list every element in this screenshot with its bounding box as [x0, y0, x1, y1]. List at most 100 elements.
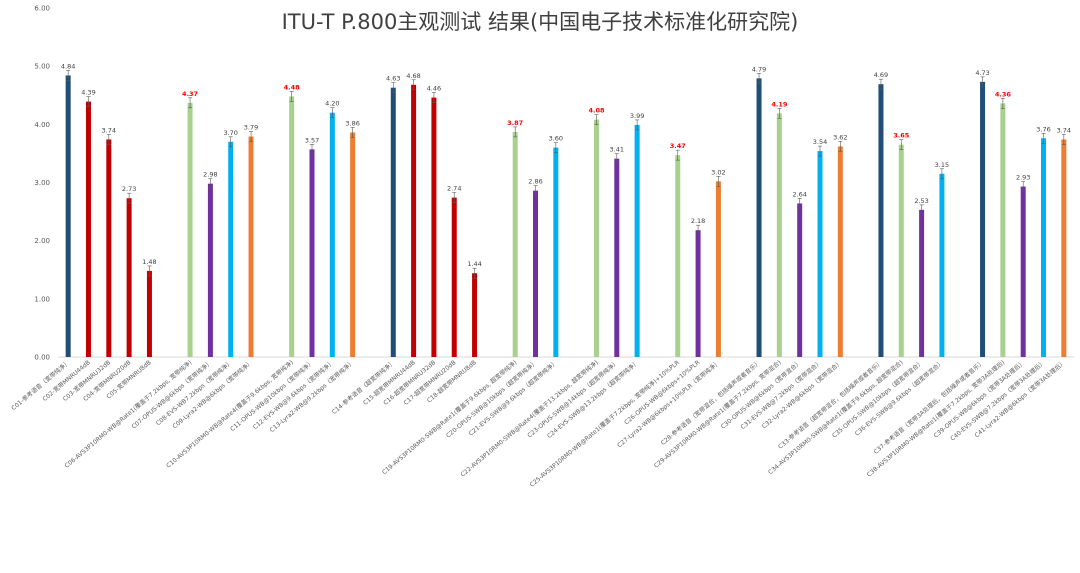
- data-label: 3.86: [345, 119, 359, 127]
- data-label: 3.54: [813, 138, 827, 146]
- bar-c34: [898, 144, 904, 357]
- bar-c33: [878, 84, 884, 357]
- y-tick-label: 2.00: [34, 237, 50, 245]
- bar-c06: [187, 102, 193, 357]
- data-label: 3.65: [893, 132, 910, 140]
- bar-c19: [512, 131, 518, 357]
- x-tick-label: C24-EVS-SWB@13.2kbps（超宽带纯净）: [545, 358, 640, 440]
- x-tick-label: C25-AVS3P10RM0-WB@Rate1(覆盖于7.2kbps, 宽带纯净…: [528, 358, 681, 488]
- data-label: 4.46: [427, 85, 441, 93]
- y-tick-label: 3.00: [34, 179, 50, 187]
- x-tick-label: C22-AVS3P10RM0-SWB@Rate4(覆盖于13.2kbps, 超宽…: [459, 358, 600, 478]
- data-label: 4.63: [386, 75, 400, 83]
- bar-c20: [533, 190, 539, 357]
- x-axis-labels: C01-参考语音（宽带纯净）C02-宽带MNRU44dBC03-宽带MNRU32…: [10, 358, 1068, 488]
- bar-c30: [797, 203, 803, 357]
- bar-c07: [207, 183, 213, 357]
- bar-c10: [289, 96, 295, 357]
- data-label: 1.48: [142, 258, 156, 266]
- chart-title: ITU-T P.800主观测试 结果(中国电子技术标准化研究院): [281, 10, 799, 34]
- y-axis: 0.00 1.00 2.00 3.00 4.00 5.00 6.00: [34, 5, 1074, 362]
- data-label: 3.79: [244, 124, 258, 132]
- bar-c32: [837, 146, 843, 357]
- data-label: 4.08: [588, 107, 605, 115]
- data-label: 4.73: [975, 69, 989, 77]
- data-label: 3.62: [833, 133, 847, 141]
- data-label: 2.18: [691, 217, 705, 225]
- data-label: 4.68: [406, 72, 420, 80]
- data-label: 4.79: [752, 65, 766, 73]
- bar-c17: [451, 197, 457, 357]
- x-tick-label: C39-OPUS-WB@6kbps（宽带3A处理后）: [932, 358, 1026, 439]
- bar-c28: [756, 78, 762, 358]
- bar-c21: [553, 147, 559, 357]
- data-label: 3.74: [102, 126, 116, 134]
- data-label: 3.99: [630, 112, 644, 120]
- bar-c22: [593, 119, 599, 358]
- data-label: 3.47: [670, 142, 686, 150]
- bar-c31: [817, 151, 823, 357]
- bar-c04: [126, 198, 132, 357]
- bar-c16: [431, 97, 437, 358]
- bar-c09: [248, 136, 254, 357]
- x-tick-label: C12-EVS-WB@9.6kbps（宽带纯净）: [251, 358, 335, 431]
- data-label: 4.48: [284, 83, 301, 91]
- x-tick-label: C30-OPUS-WB@6kbps（宽带混合）: [719, 358, 803, 430]
- bar-c37: [980, 81, 986, 357]
- data-label: 2.74: [447, 185, 461, 193]
- bar-c13: [350, 132, 356, 357]
- bar-c02: [85, 101, 91, 357]
- bar-c41: [1061, 139, 1067, 357]
- data-label: 2.64: [792, 190, 806, 198]
- data-label: 1.44: [467, 260, 481, 268]
- data-label: 3.15: [935, 161, 949, 169]
- bar-c15: [411, 84, 417, 357]
- data-label: 3.02: [711, 168, 725, 176]
- bar-c03: [106, 139, 112, 357]
- bar-series: 4.84 4.39 3.74 2.73 1.48 4.37 2.98 3.70 3.79 4.48…: [61, 62, 1071, 358]
- data-label: 4.19: [771, 100, 788, 108]
- bar-c14: [390, 87, 396, 358]
- y-tick-label: 1.00: [34, 295, 50, 303]
- data-label: 2.53: [914, 197, 928, 205]
- bar-c29: [776, 113, 782, 357]
- data-label: 3.60: [549, 135, 563, 143]
- y-tick-label: 5.00: [34, 63, 50, 71]
- bar-c39: [1020, 186, 1026, 357]
- data-label: 2.93: [1016, 174, 1030, 182]
- data-label: 3.41: [610, 146, 624, 154]
- bar-c08: [228, 141, 234, 357]
- y-tick-label: 0.00: [34, 354, 50, 362]
- data-label: 3.74: [1057, 126, 1071, 134]
- data-label: 4.37: [182, 90, 198, 98]
- data-label: 3.70: [223, 129, 237, 137]
- bar-c35: [919, 209, 925, 357]
- data-label: 2.73: [122, 185, 136, 193]
- data-label: 4.69: [874, 71, 888, 79]
- data-label: 3.76: [1036, 125, 1050, 133]
- bar-c01: [65, 75, 71, 358]
- data-label: 4.36: [995, 90, 1012, 98]
- bar-c11: [309, 149, 315, 357]
- bar-c18: [472, 273, 478, 357]
- data-label: 4.84: [61, 62, 75, 70]
- bar-c05: [146, 270, 152, 357]
- data-label: 2.98: [203, 171, 217, 179]
- data-label: 3.57: [305, 136, 319, 144]
- data-label: 2.86: [528, 178, 542, 186]
- bar-c36: [939, 173, 945, 357]
- bar-c23: [614, 158, 620, 357]
- bar-c25: [675, 155, 681, 357]
- bar-c24: [634, 124, 640, 357]
- y-tick-label: 4.00: [34, 121, 50, 129]
- bar-c40: [1041, 138, 1047, 357]
- bar-c27: [715, 181, 721, 357]
- y-tick-label: 6.00: [34, 5, 50, 13]
- bar-c38: [1000, 103, 1006, 357]
- data-label: 3.87: [507, 119, 523, 127]
- bar-c26: [695, 230, 701, 357]
- bar-c12: [329, 112, 335, 357]
- data-label: 4.39: [81, 89, 95, 97]
